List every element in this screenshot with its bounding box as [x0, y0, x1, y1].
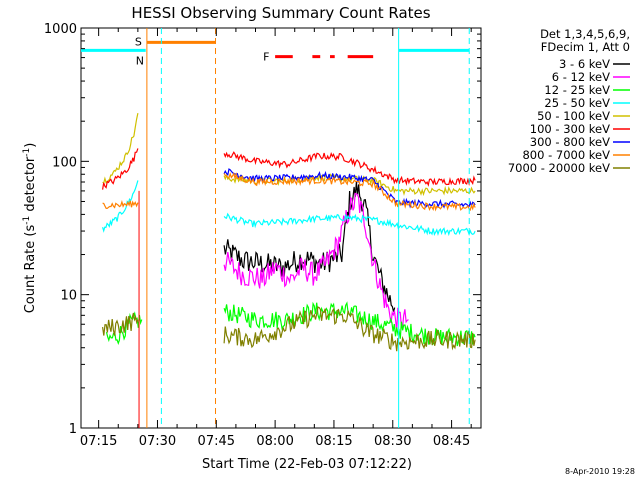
y-tick-label-3: 1000: [44, 22, 77, 37]
flag-label-n-1: N: [136, 54, 144, 67]
legend-label-7000-20000-kev: 7000 - 20000 keV: [508, 161, 610, 175]
series-line-25-50-kev-1: [223, 212, 476, 237]
series-line-7000-20000-kev-0: [102, 312, 139, 336]
series-line-800-7000-kev-0: [102, 199, 139, 210]
x-tick-label-1: 07:30: [139, 434, 176, 449]
legend-label-25-50-kev: 25 - 50 keV: [544, 96, 610, 110]
series-line-300-800-kev-0: [223, 168, 476, 209]
chart-title: HESSI Observing Summary Count Rates: [131, 4, 430, 22]
series-line-100-300-kev-0: [102, 148, 139, 190]
x-tick-label-4: 08:15: [315, 434, 352, 449]
legend-label-12-25-kev: 12 - 25 keV: [544, 83, 610, 97]
legend-label-800-7000-kev: 800 - 7000 keV: [522, 148, 610, 162]
series-layer: [102, 112, 476, 428]
x-tick-label-3: 08:00: [256, 434, 293, 449]
y-axis-label: Count Rate (s-1 detector-1): [22, 143, 38, 314]
series-line-50-100-kev-0: [102, 112, 139, 184]
legend-label-100-300-kev: 100 - 300 keV: [530, 122, 610, 136]
x-tick-label-6: 08:45: [433, 434, 470, 449]
legend: Det 1,3,4,5,6,9, FDecim 1, Att 0 3 - 6 k…: [508, 27, 630, 175]
y-tick-label-0: 1: [69, 422, 77, 437]
x-tick-label-0: 07:15: [80, 434, 117, 449]
x-tick-label-5: 08:30: [374, 434, 411, 449]
series-line-100-300-kev-1: [223, 151, 476, 187]
footer-date: 8-Apr-2010 19:28: [565, 467, 635, 476]
legend-label-300-800-kev: 300 - 800 keV: [530, 135, 610, 149]
legend-label-6-12-kev: 6 - 12 keV: [552, 70, 610, 84]
y-tick-label-1: 10: [60, 289, 77, 304]
flag-label-f: F: [263, 51, 269, 64]
series-line-25-50-kev-0: [102, 180, 139, 233]
series-line-6-12-kev-0: [223, 192, 409, 331]
series-line-12-25-kev-1: [223, 301, 476, 347]
legend-label-50-100-kev: 50 - 100 keV: [537, 109, 610, 123]
vertical-lines-layer: [146, 28, 470, 428]
series-line-800-7000-kev-1: [223, 171, 476, 212]
x-axis-ticks: 07:15 07:30 07:45 08:00 08:15 08:30 08:45: [80, 28, 472, 449]
series-line-7000-20000-kev-1: [223, 306, 476, 352]
x-tick-label-2: 07:45: [198, 434, 235, 449]
legend-header-line-2: FDecim 1, Att 0: [541, 40, 630, 54]
series-line-3-6-kev-0: [223, 182, 396, 312]
x-axis-label: Start Time (22-Feb-03 07:12:22): [202, 457, 412, 472]
legend-header-line-1: Det 1,3,4,5,6,9,: [540, 27, 630, 41]
legend-label-3-6-kev: 3 - 6 keV: [559, 57, 610, 71]
y-tick-label-2: 100: [52, 155, 77, 170]
plot-area: SN F 1 10 100 1000 07:15 07:30 07:45 08:00 08:15…: [44, 22, 482, 449]
y-axis-ticks: 1 10 100 1000: [44, 22, 481, 437]
flags-layer: SN F: [81, 35, 470, 67]
flag-label-s-0: S: [135, 35, 142, 48]
plot-frame: [80, 27, 482, 429]
